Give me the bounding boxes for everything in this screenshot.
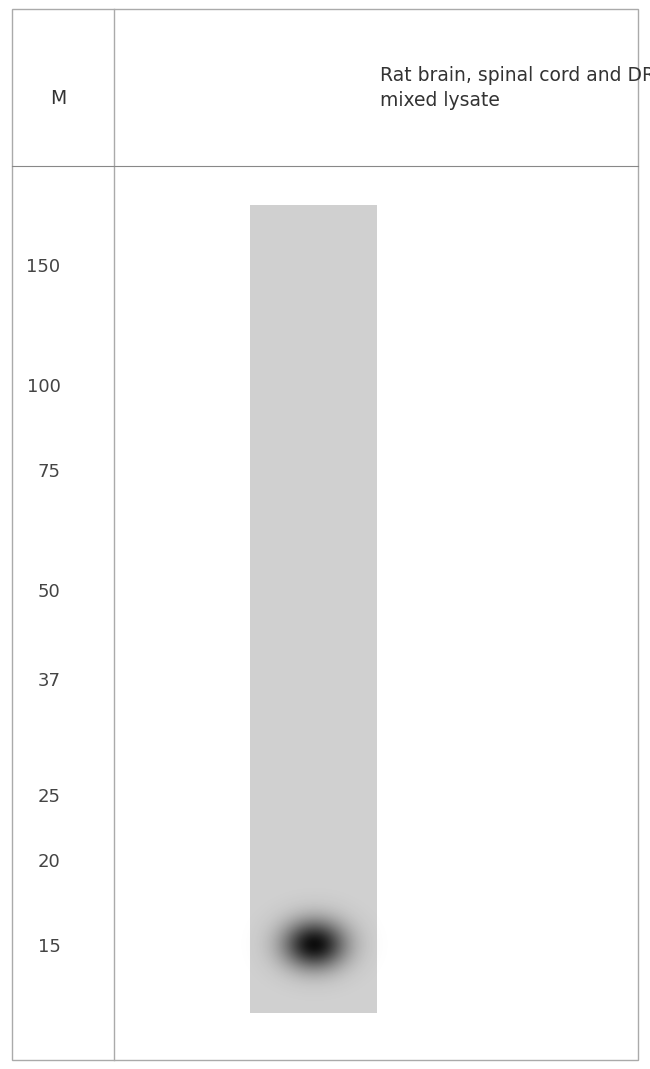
Text: Rat brain, spinal cord and DRG
mixed lysate: Rat brain, spinal cord and DRG mixed lys… <box>380 65 650 110</box>
Text: 75: 75 <box>38 463 60 481</box>
Text: 100: 100 <box>27 378 60 396</box>
Bar <box>250 205 377 1013</box>
Text: 50: 50 <box>38 583 60 601</box>
Text: M: M <box>51 89 66 108</box>
Text: 150: 150 <box>26 259 60 276</box>
Text: 25: 25 <box>38 788 60 806</box>
Text: 20: 20 <box>38 853 60 871</box>
Text: 37: 37 <box>38 671 60 690</box>
Text: 15: 15 <box>38 939 60 957</box>
